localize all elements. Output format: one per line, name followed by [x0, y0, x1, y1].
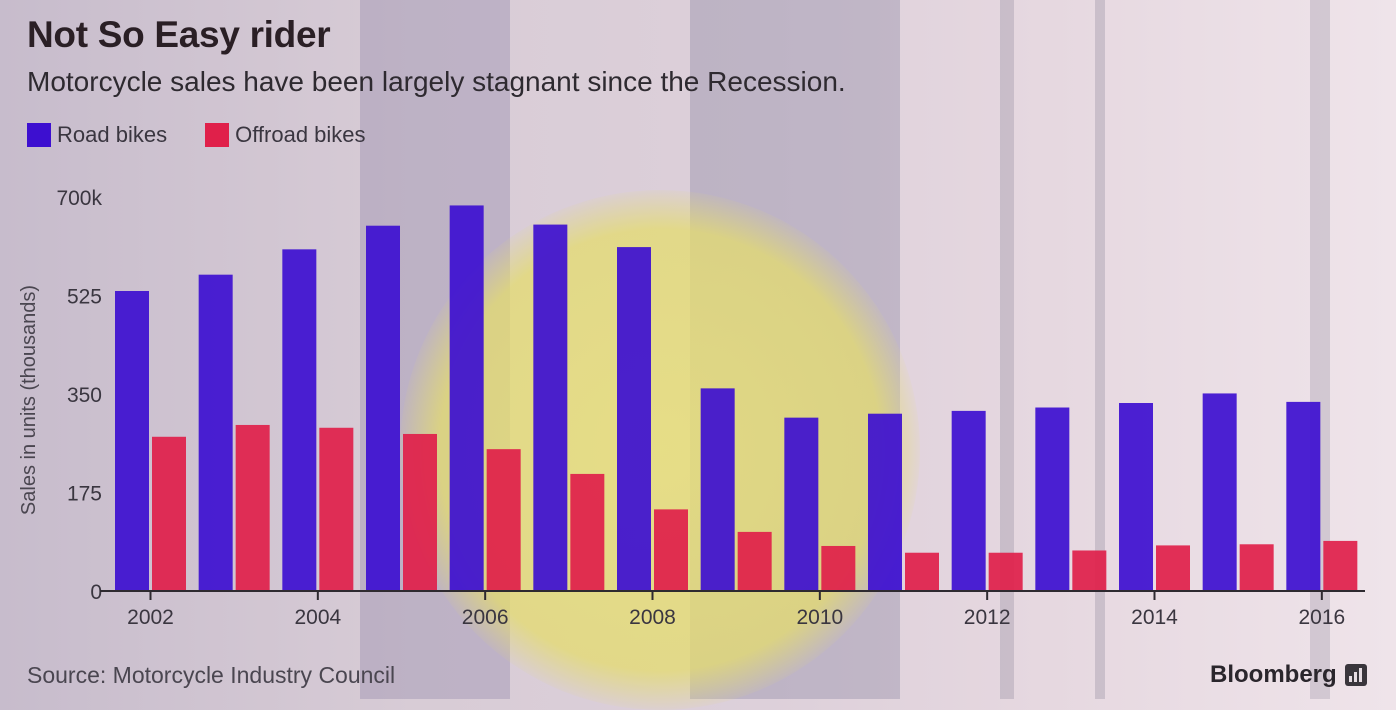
- legend: Road bikes Offroad bikes: [27, 122, 366, 148]
- legend-label-road: Road bikes: [57, 122, 168, 147]
- chart-subtitle: Motorcycle sales have been largely stagn…: [27, 66, 846, 97]
- legend-item-offroad: Offroad bikes: [205, 122, 366, 148]
- bar-offroad-2014: [1156, 545, 1190, 591]
- brand-logo: Bloomberg: [1210, 661, 1367, 689]
- bar-road-2010: [784, 417, 819, 591]
- bar-offroad-2015: [1239, 544, 1274, 591]
- x-tick-label: 2006: [462, 606, 509, 629]
- legend-swatch-offroad: [205, 123, 230, 147]
- bar-offroad-2002: [152, 436, 186, 591]
- bar-road-2003: [198, 274, 233, 591]
- bar-offroad-2011: [905, 552, 939, 591]
- bar-road-2002: [115, 290, 149, 591]
- bar-road-2005: [366, 225, 400, 591]
- bar-offroad-2003: [235, 424, 270, 591]
- bar-offroad-2010: [821, 545, 856, 591]
- y-tick-label: 700k: [56, 187, 102, 210]
- y-tick-label: 0: [90, 581, 102, 604]
- legend-item-road: Road bikes: [27, 122, 167, 148]
- bar-offroad-2016: [1323, 540, 1358, 591]
- x-tick-label: 2008: [629, 606, 676, 629]
- bar-road-2004: [282, 249, 317, 592]
- bar-road-2012: [951, 410, 986, 591]
- bar-road-2007: [533, 224, 568, 591]
- bar-offroad-2008: [654, 509, 688, 591]
- bar-road-2011: [868, 413, 902, 591]
- y-axis-label: Sales in units (thousands): [18, 285, 40, 515]
- bar-offroad-2007: [570, 473, 605, 591]
- x-tick-label: 2014: [1131, 606, 1178, 629]
- legend-label-offroad: Offroad bikes: [235, 122, 366, 147]
- bar-road-2009: [700, 388, 735, 591]
- bar-road-2013: [1035, 407, 1070, 591]
- bar-offroad-2005: [403, 433, 437, 591]
- bloomberg-icon: [1344, 664, 1367, 686]
- y-tick-label: 350: [67, 384, 102, 407]
- bar-offroad-2013: [1072, 550, 1107, 591]
- bar-road-2015: [1202, 393, 1237, 591]
- x-axis-ticks: 2002 2004 2006 2008 2010 2012 2014 2016: [127, 591, 1345, 629]
- bar-offroad-2006: [486, 449, 521, 591]
- source-note: Source: Motorcycle Industry Council: [27, 662, 396, 688]
- y-axis-ticks: 0 175 350 525 700k: [56, 187, 102, 604]
- chart-title: Not So Easy rider: [27, 14, 331, 55]
- brand-name: Bloomberg: [1210, 661, 1337, 688]
- x-tick-label: 2010: [796, 606, 843, 629]
- y-tick-label: 175: [67, 483, 102, 506]
- x-tick-label: 2002: [127, 606, 174, 629]
- bar-offroad-2004: [319, 427, 354, 591]
- bar-road-2014: [1119, 403, 1153, 591]
- bar-road-2008: [617, 247, 651, 591]
- x-tick-label: 2012: [964, 606, 1011, 629]
- bar-road-2016: [1286, 401, 1321, 591]
- bar-offroad-2009: [737, 531, 772, 591]
- legend-swatch-road: [27, 123, 51, 147]
- x-tick-label: 2016: [1298, 606, 1345, 629]
- bar-road-2006: [449, 205, 484, 591]
- y-tick-label: 525: [67, 286, 102, 309]
- bars-group: [115, 205, 1358, 592]
- bar-offroad-2012: [988, 552, 1023, 591]
- x-tick-label: 2004: [294, 606, 341, 629]
